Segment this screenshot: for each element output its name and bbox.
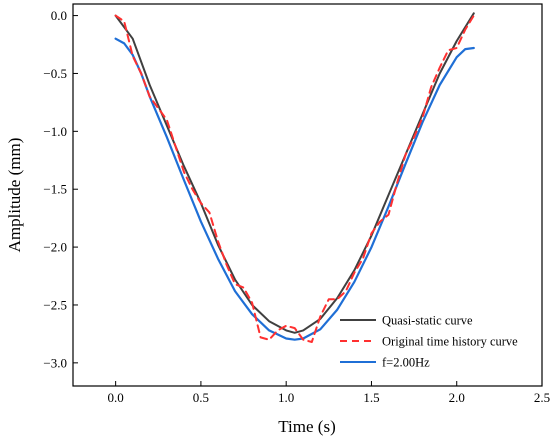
y-tick-label: −1.5 (43, 182, 67, 197)
x-tick-label: 0.5 (193, 390, 209, 405)
legend-label: Quasi-static curve (382, 314, 473, 328)
x-tick-label: 2.5 (534, 390, 550, 405)
legend-label: f=2.00Hz (382, 356, 430, 370)
x-axis-title: Time (s) (278, 417, 335, 436)
x-tick-label: 1.5 (363, 390, 379, 405)
x-tick-label: 1.0 (278, 390, 294, 405)
plot-frame (72, 3, 543, 387)
y-tick-label: −2.0 (43, 240, 67, 255)
legend-label: Original time history curve (382, 335, 518, 349)
legend: Quasi-static curve Original time history … (340, 314, 518, 370)
series-line-0 (114, 12, 475, 334)
y-tick-label: −3.0 (43, 355, 67, 370)
y-tick-label: −2.5 (43, 297, 67, 312)
series-line-1 (114, 14, 475, 343)
x-tick-label: 2.0 (449, 390, 465, 405)
x-tick-label: 0.0 (108, 390, 124, 405)
y-axis-title: Amplitude (mm) (5, 138, 24, 253)
y-tick-label: −1.0 (43, 124, 67, 139)
axis-ticks: 0.0 0.5 1.0 1.5 2.0 2.5 0.0 −0.5 −1.0 −1.5 −2.0 −2.… (43, 8, 550, 405)
series-line-2 (114, 37, 475, 341)
y-tick-label: 0.0 (51, 8, 67, 23)
plot-series (114, 12, 475, 343)
y-tick-label: −0.5 (43, 66, 67, 81)
